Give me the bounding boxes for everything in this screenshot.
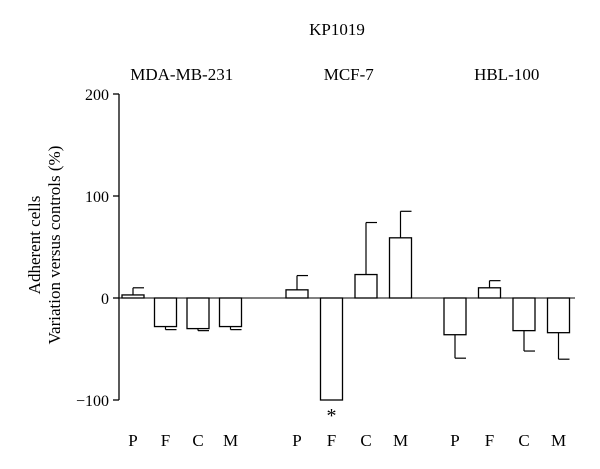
bar (121, 294, 145, 299)
bar (319, 297, 344, 401)
category-label: F (161, 431, 170, 450)
bar (186, 297, 210, 330)
bar (512, 297, 536, 332)
category-label: F (485, 431, 494, 450)
category-label: P (128, 431, 137, 450)
category-label: M (393, 431, 408, 450)
bar (443, 297, 467, 336)
bar (153, 297, 178, 328)
y-tick-label: 100 (85, 189, 109, 206)
category-label: P (292, 431, 301, 450)
bar (546, 297, 571, 334)
group-label: HBL-100 (474, 65, 539, 84)
category-label: C (360, 431, 371, 450)
group-label: MDA-MB-231 (130, 65, 233, 84)
bar (388, 237, 413, 299)
labels: −100 0 100 200 MDA-MB-231 P F C M MCF-7 P F * C M HBL-1… (76, 65, 566, 450)
category-label: M (551, 431, 566, 450)
bar (218, 297, 243, 328)
axes (113, 93, 575, 401)
y-axis-label-line-1: Adherent cells (25, 196, 44, 295)
category-label: C (518, 431, 529, 450)
bar (477, 287, 502, 299)
category-label: P (450, 431, 459, 450)
category-label: F (327, 431, 336, 450)
bars (121, 210, 571, 401)
category-label: C (192, 431, 203, 450)
bar (354, 273, 378, 299)
y-tick-label: −100 (76, 393, 109, 410)
bar (285, 289, 309, 299)
y-tick-label: 0 (101, 291, 109, 308)
category-label: M (223, 431, 238, 450)
group-label: MCF-7 (324, 65, 375, 84)
y-axis-label-line-2: Variation versus controls (%) (45, 146, 64, 345)
significance-marker: * (327, 405, 337, 427)
chart-title: KP1019 (309, 20, 365, 39)
y-tick-label: 200 (85, 87, 109, 104)
